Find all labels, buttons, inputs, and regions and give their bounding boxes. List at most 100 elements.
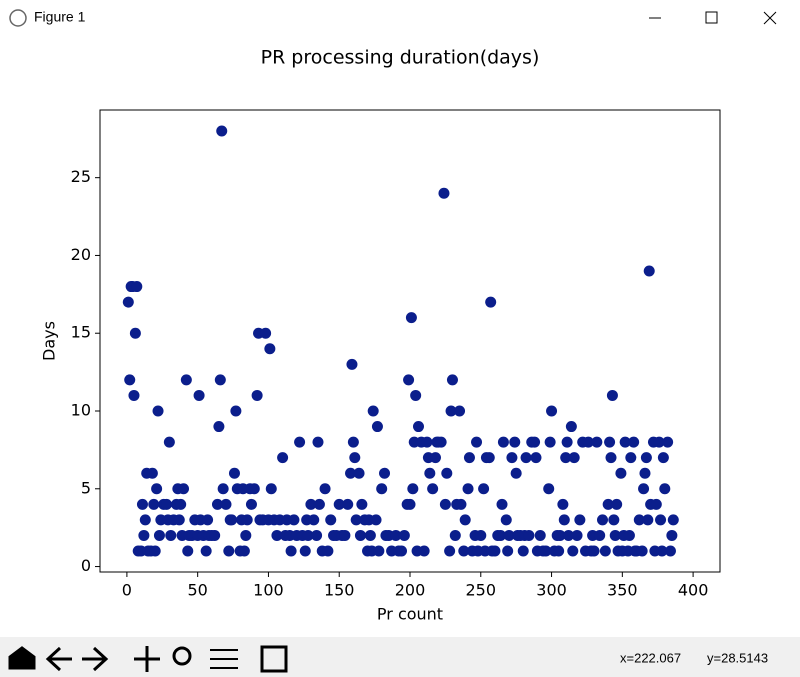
zoom-button[interactable]: [172, 646, 192, 666]
point: [152, 405, 164, 417]
point: [478, 483, 490, 495]
point: [379, 467, 391, 479]
y-tick-label: 25: [71, 167, 91, 186]
point: [373, 545, 385, 557]
point: [666, 529, 678, 541]
point: [325, 514, 337, 526]
toolbar: [0, 637, 800, 677]
point: [571, 529, 583, 541]
point: [138, 529, 150, 541]
point: [124, 374, 136, 386]
point: [213, 421, 225, 433]
point: [180, 374, 192, 386]
point: [458, 545, 470, 557]
point: [441, 467, 453, 479]
x-tick-label: 100: [253, 581, 284, 600]
point: [339, 529, 351, 541]
point: [322, 545, 334, 557]
point: [349, 452, 361, 464]
save-button[interactable]: [260, 645, 288, 673]
point: [638, 483, 650, 495]
point: [136, 498, 148, 510]
maximize-button[interactable]: [705, 11, 718, 24]
point: [623, 529, 635, 541]
point: [122, 296, 134, 308]
point: [202, 514, 214, 526]
point: [553, 545, 565, 557]
point: [529, 436, 541, 448]
point: [462, 483, 474, 495]
home-button[interactable]: [8, 646, 36, 670]
point: [599, 545, 611, 557]
toolbar-icons: [8, 645, 288, 673]
point: [534, 529, 546, 541]
point: [656, 545, 668, 557]
point: [264, 343, 276, 355]
point: [449, 529, 461, 541]
point: [214, 374, 226, 386]
point: [435, 436, 447, 448]
configure-button[interactable]: [210, 649, 238, 669]
point: [396, 545, 408, 557]
point: [260, 327, 272, 339]
point: [483, 452, 495, 464]
point: [345, 467, 357, 479]
point: [151, 483, 163, 495]
point: [489, 545, 501, 557]
point: [367, 405, 379, 417]
point: [439, 498, 451, 510]
point: [403, 374, 415, 386]
point: [496, 498, 508, 510]
point: [643, 265, 655, 277]
point: [662, 436, 674, 448]
point: [594, 529, 606, 541]
point: [241, 514, 253, 526]
point: [567, 545, 579, 557]
point: [421, 436, 433, 448]
point: [605, 452, 617, 464]
point: [471, 436, 483, 448]
point: [149, 545, 161, 557]
window-title: Figure 1: [34, 9, 86, 25]
point: [560, 452, 572, 464]
point: [438, 187, 450, 199]
point: [131, 281, 143, 293]
title-bar: [0, 0, 800, 36]
point: [240, 529, 252, 541]
x-tick-label: 350: [607, 581, 638, 600]
point: [161, 498, 173, 510]
point: [502, 545, 514, 557]
point: [495, 529, 507, 541]
point: [319, 483, 331, 495]
point: [407, 483, 419, 495]
point: [574, 514, 586, 526]
point: [506, 452, 518, 464]
point: [546, 405, 558, 417]
point: [659, 483, 671, 495]
point: [364, 529, 376, 541]
forward-button[interactable]: [82, 646, 109, 672]
point: [664, 545, 676, 557]
point: [558, 514, 570, 526]
point: [248, 483, 260, 495]
pan-button[interactable]: [134, 646, 160, 672]
point: [350, 514, 362, 526]
back-button[interactable]: [45, 646, 72, 672]
point: [429, 452, 441, 464]
point: [173, 514, 185, 526]
point: [371, 421, 383, 433]
point: [640, 452, 652, 464]
close-button[interactable]: [763, 11, 777, 25]
point: [245, 498, 257, 510]
point: [288, 514, 300, 526]
point: [271, 529, 283, 541]
point: [209, 529, 221, 541]
point: [597, 514, 609, 526]
point: [445, 405, 457, 417]
point: [591, 436, 603, 448]
point: [370, 514, 382, 526]
point: [398, 529, 410, 541]
point: [148, 498, 160, 510]
x-axis-label: Pr count: [377, 605, 443, 624]
